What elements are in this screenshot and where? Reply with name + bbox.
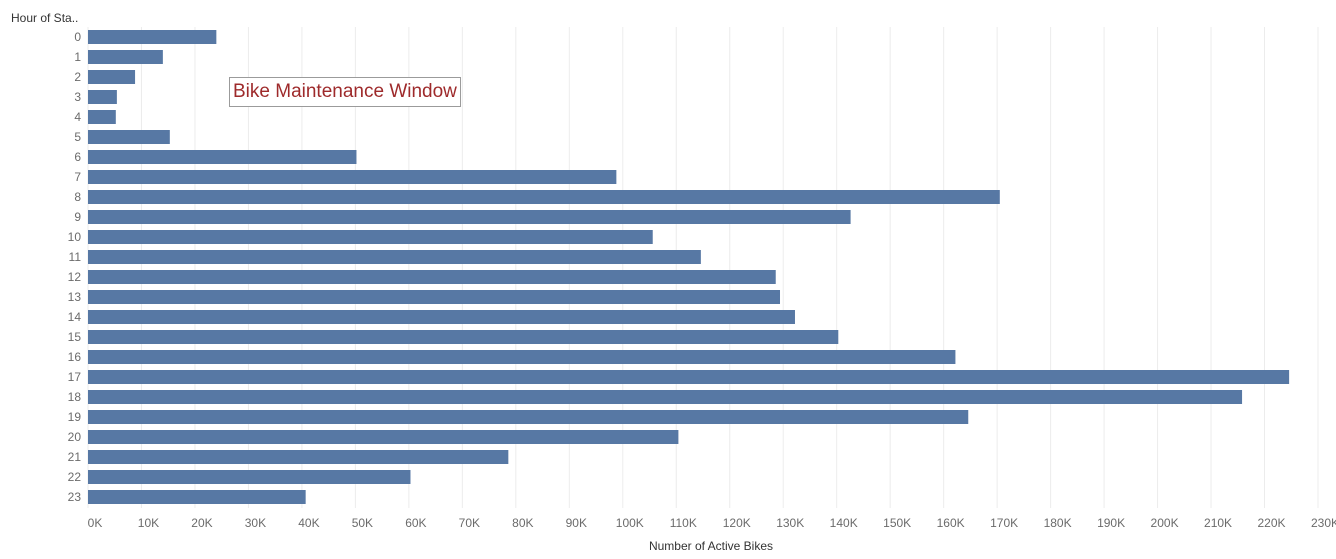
y-tick-label: 3 bbox=[74, 90, 81, 104]
x-tick-label: 150K bbox=[883, 516, 911, 530]
y-tick-label: 8 bbox=[74, 190, 81, 204]
y-tick-label: 18 bbox=[68, 390, 82, 404]
x-tick-label: 200K bbox=[1151, 516, 1179, 530]
bar-hour-21[interactable] bbox=[88, 450, 509, 464]
bar-hour-17[interactable] bbox=[88, 370, 1290, 384]
x-tick-label: 180K bbox=[1044, 516, 1072, 530]
x-tick-label: 230K bbox=[1311, 516, 1336, 530]
x-tick-label: 60K bbox=[405, 516, 426, 530]
bar-hour-7[interactable] bbox=[88, 170, 617, 184]
x-tick-label: 120K bbox=[723, 516, 751, 530]
y-tick-label: 22 bbox=[68, 470, 82, 484]
y-tick-label: 4 bbox=[74, 110, 81, 124]
x-tick-label: 130K bbox=[776, 516, 804, 530]
x-tick-label: 210K bbox=[1204, 516, 1232, 530]
bar-hour-3[interactable] bbox=[88, 90, 117, 104]
bar-hour-8[interactable] bbox=[88, 190, 1000, 204]
bar-hour-4[interactable] bbox=[88, 110, 116, 124]
bar-hour-16[interactable] bbox=[88, 350, 956, 364]
x-tick-label: 90K bbox=[566, 516, 587, 530]
bar-hour-13[interactable] bbox=[88, 290, 781, 304]
y-tick-label: 19 bbox=[68, 410, 82, 424]
y-tick-label: 10 bbox=[68, 230, 82, 244]
bar-hour-12[interactable] bbox=[88, 270, 776, 284]
x-tick-label: 40K bbox=[298, 516, 319, 530]
bar-hour-23[interactable] bbox=[88, 490, 306, 504]
x-tick-label: 80K bbox=[512, 516, 533, 530]
maintenance-window-annotation: Bike Maintenance Window bbox=[229, 77, 461, 107]
y-tick-label: 9 bbox=[74, 210, 81, 224]
bar-hour-0[interactable] bbox=[88, 30, 217, 44]
y-tick-label: 12 bbox=[68, 270, 82, 284]
x-tick-label: 170K bbox=[990, 516, 1018, 530]
y-tick-label: 6 bbox=[74, 150, 81, 164]
x-tick-label: 70K bbox=[459, 516, 480, 530]
y-tick-label: 7 bbox=[74, 170, 81, 184]
bar-hour-22[interactable] bbox=[88, 470, 411, 484]
bar-hour-14[interactable] bbox=[88, 310, 795, 324]
x-tick-label: 10K bbox=[138, 516, 159, 530]
x-tick-label-layer: 0K 10K 20K 30K 40K 50K 60K 70K 80K 90K 100K 110K 120… bbox=[88, 516, 1336, 530]
x-tick-label: 140K bbox=[830, 516, 858, 530]
bar-hour-6[interactable] bbox=[88, 150, 357, 164]
x-tick-label: 220K bbox=[1258, 516, 1286, 530]
y-tick-label: 16 bbox=[68, 350, 82, 364]
bar-hour-18[interactable] bbox=[88, 390, 1243, 404]
x-axis-title: Number of Active Bikes bbox=[648, 539, 774, 553]
y-tick-label: 0 bbox=[74, 30, 81, 44]
y-tick-label: 14 bbox=[68, 310, 82, 324]
x-tick-label: 110K bbox=[670, 516, 697, 530]
x-tick-label: 160K bbox=[937, 516, 965, 530]
x-tick-label: 20K bbox=[191, 516, 212, 530]
y-tick-label: 2 bbox=[74, 70, 81, 84]
x-tick-label: 190K bbox=[1097, 516, 1125, 530]
grid-layer bbox=[87, 27, 1319, 508]
y-tick-label: 5 bbox=[74, 130, 81, 144]
y-tick-label: 23 bbox=[68, 490, 82, 504]
bar-hour-1[interactable] bbox=[88, 50, 163, 64]
y-tick-label: 20 bbox=[68, 430, 82, 444]
bar-hour-15[interactable] bbox=[88, 330, 839, 344]
bar-hour-19[interactable] bbox=[88, 410, 969, 424]
bar-hour-11[interactable] bbox=[88, 250, 701, 264]
bar-hour-9[interactable] bbox=[88, 210, 851, 224]
bar-hour-2[interactable] bbox=[88, 70, 136, 84]
x-tick-label: 100K bbox=[616, 516, 644, 530]
x-tick-label: 50K bbox=[352, 516, 373, 530]
y-tick-label: 11 bbox=[69, 250, 82, 264]
bar-layer bbox=[88, 30, 1290, 504]
y-tick-label: 1 bbox=[74, 50, 81, 64]
x-tick-label: 30K bbox=[245, 516, 266, 530]
bar-hour-5[interactable] bbox=[88, 130, 170, 144]
y-tick-label: 15 bbox=[68, 330, 82, 344]
y-tick-label: 17 bbox=[68, 370, 82, 384]
x-tick-label: 0K bbox=[88, 516, 103, 530]
y-axis-header: Hour of Sta.. bbox=[11, 11, 79, 25]
bar-hour-10[interactable] bbox=[88, 230, 653, 244]
y-tick-label: 13 bbox=[68, 290, 82, 304]
bar-hour-20[interactable] bbox=[88, 430, 679, 444]
y-tick-label: 21 bbox=[68, 450, 82, 464]
